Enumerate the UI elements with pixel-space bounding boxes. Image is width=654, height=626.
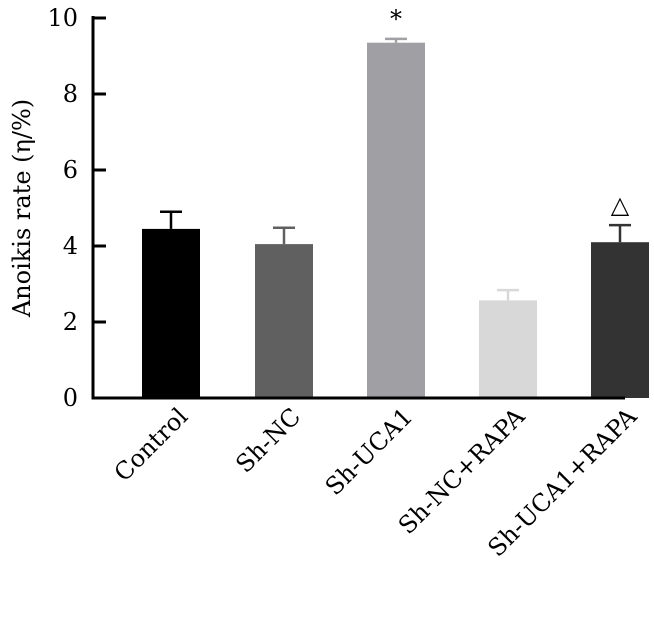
y-tick-label: 10 [47,4,78,32]
bar-sh-nc [255,244,313,398]
y-ticks-group: 0 2 4 6 8 10 [47,4,106,412]
annotations-group: *△ [390,5,630,219]
category-label: Sh-NC [230,402,306,478]
axes-group [91,16,625,400]
significance-marker: △ [611,191,630,219]
category-labels-group: Control Sh-NC Sh-UCA1Sh-NC+RAPASh-UCA1+RAP… [109,402,643,562]
y-tick-label: 4 [63,232,78,260]
category-label: Sh-UCA1 [320,402,418,500]
bars-group [142,42,649,398]
y-tick-label: 0 [63,384,78,412]
bar-control [142,228,200,398]
bar-sh-uca1 [367,42,425,398]
category-label: Control [109,402,194,487]
significance-marker: * [390,5,402,33]
y-tick-label: 8 [63,80,78,108]
y-tick-label: 2 [63,308,78,336]
y-axis-label: Anoikis rate (η/%) [8,99,36,318]
bar-sh-nc-rapa [479,300,537,398]
bar-sh-uca1-rapa [591,242,649,398]
y-tick-label: 6 [63,156,78,184]
error-bars-group [160,37,631,301]
